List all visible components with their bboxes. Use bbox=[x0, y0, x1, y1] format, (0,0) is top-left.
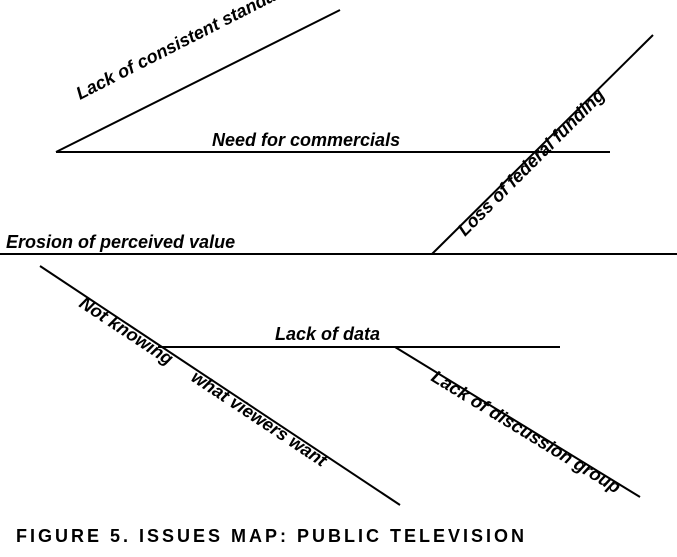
figure-caption: FIGURE 5. ISSUES MAP: PUBLIC TELEVISION bbox=[16, 526, 527, 546]
bottom-sub-label: Lack of data bbox=[275, 324, 380, 344]
branch-label-lack-standards: Lack of consistent standards bbox=[73, 0, 304, 104]
branch-label-discussion-group: Lack of discussion group bbox=[428, 366, 624, 497]
issues-map-diagram: Erosion of perceived value Need for comme… bbox=[0, 0, 677, 557]
spine-label: Erosion of perceived value bbox=[6, 232, 235, 252]
branch-label-not-knowing: Not knowing bbox=[76, 293, 177, 369]
branch-label-loss-funding: Loss of federal funding bbox=[454, 85, 609, 240]
branch-label-viewers-want: what viewers want bbox=[188, 367, 332, 471]
top-sub-label: Need for commercials bbox=[212, 130, 400, 150]
